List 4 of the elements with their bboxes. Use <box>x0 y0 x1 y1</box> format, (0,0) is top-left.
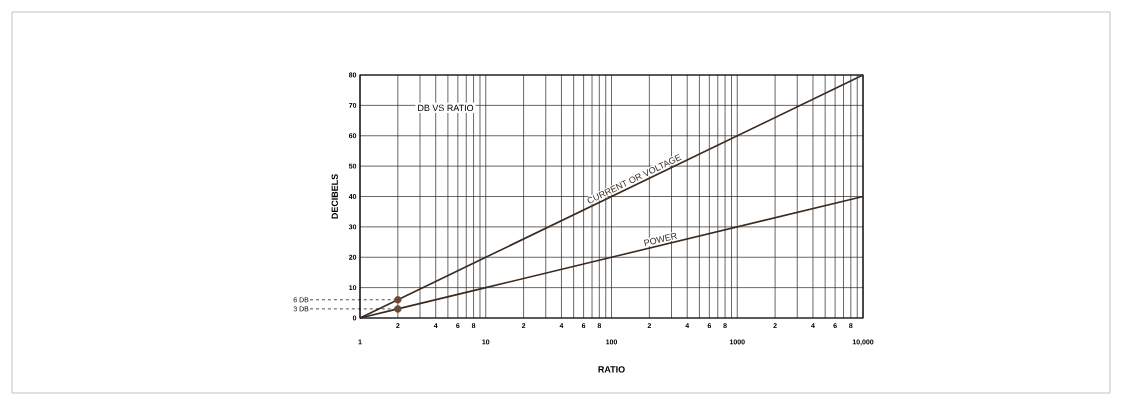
text: POWER <box>643 232 678 247</box>
y-axis-title: DECIBELS <box>331 174 338 219</box>
text: DB VS RATIO <box>418 104 474 112</box>
x-axis-title: RATIO <box>598 366 625 373</box>
